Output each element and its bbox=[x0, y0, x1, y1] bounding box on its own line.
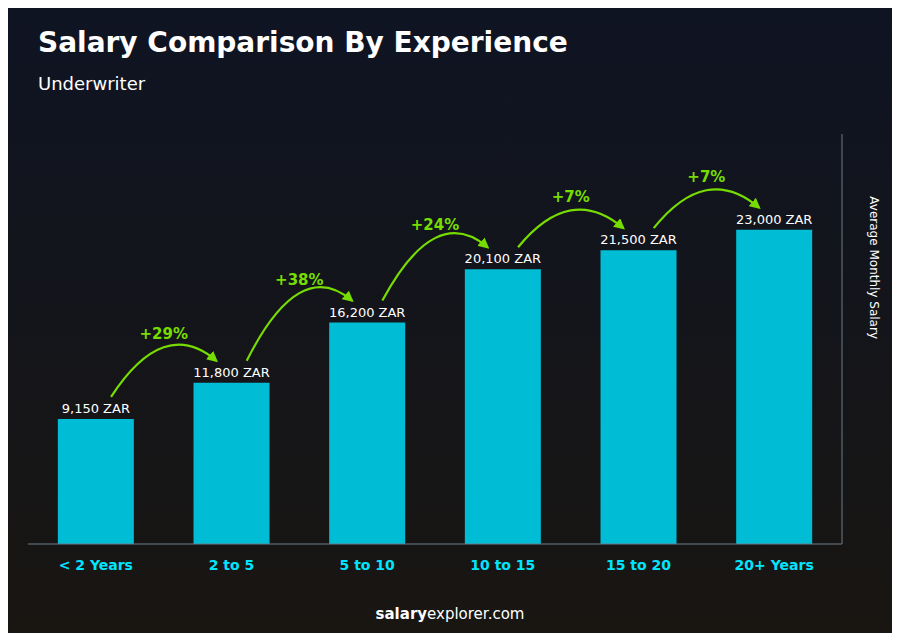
svg-text:20,100 ZAR: 20,100 ZAR bbox=[465, 251, 541, 266]
svg-text:Average Monthly Salary: Average Monthly Salary bbox=[867, 196, 881, 339]
svg-text:+7%: +7% bbox=[552, 188, 590, 206]
svg-text:15 to 20: 15 to 20 bbox=[606, 557, 671, 573]
svg-text:2 to 5: 2 to 5 bbox=[209, 557, 255, 573]
svg-text:10 to 15: 10 to 15 bbox=[470, 557, 535, 573]
svg-text:21,500 ZAR: 21,500 ZAR bbox=[600, 232, 676, 247]
svg-text:20+ Years: 20+ Years bbox=[735, 557, 814, 573]
html-text:Salary Comparison By Experienc: Salary Comparison By Experience bbox=[38, 26, 568, 59]
svg-text:+7%: +7% bbox=[687, 168, 725, 186]
html-text:Underwriter: Underwriter bbox=[38, 73, 146, 94]
svg-text:< 2 Years: < 2 Years bbox=[59, 557, 133, 573]
svg-text:+38%: +38% bbox=[275, 271, 323, 289]
svg-text:16,200 ZAR: 16,200 ZAR bbox=[329, 305, 405, 320]
svg-text:+24%: +24% bbox=[411, 216, 459, 234]
svg-text:5 to 10: 5 to 10 bbox=[340, 557, 396, 573]
html-text:salary explorer.com: salary explorer.com bbox=[375, 605, 525, 623]
svg-text:+29%: +29% bbox=[139, 325, 187, 343]
svg-text:23,000 ZAR: 23,000 ZAR bbox=[736, 212, 812, 227]
svg-text:11,800 ZAR: 11,800 ZAR bbox=[193, 365, 269, 380]
svg-text:9,150 ZAR: 9,150 ZAR bbox=[62, 401, 130, 416]
